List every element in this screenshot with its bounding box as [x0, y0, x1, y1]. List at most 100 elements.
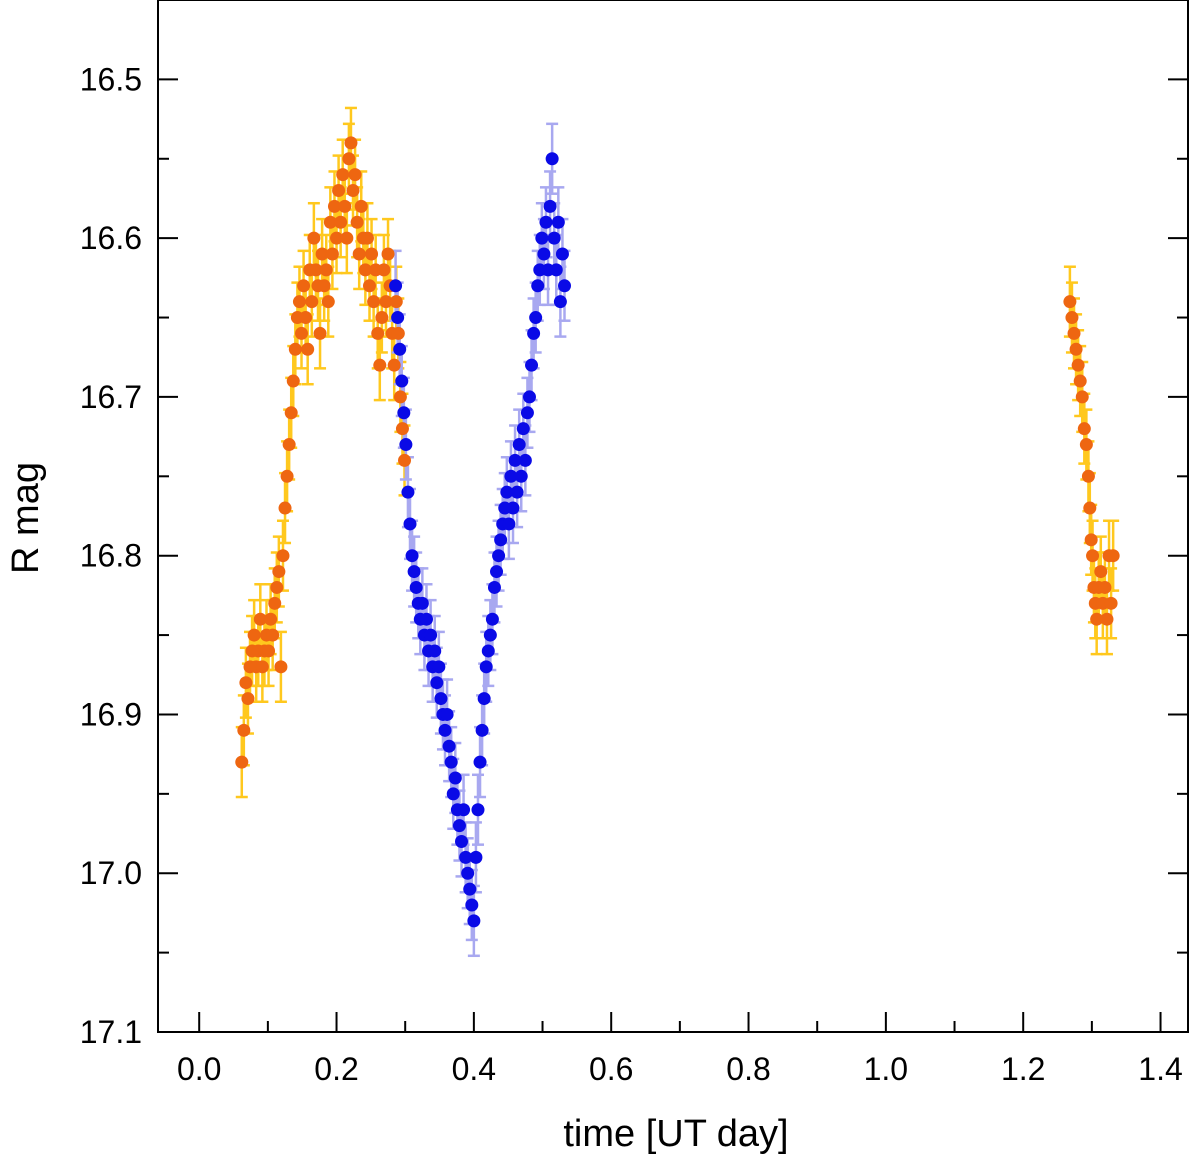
data-point [1077, 422, 1091, 436]
data-point [442, 739, 456, 753]
data-point [518, 453, 532, 467]
data-point [1104, 596, 1118, 610]
data-point [276, 549, 290, 563]
data-point [444, 755, 458, 769]
data-point [340, 231, 354, 245]
data-point [424, 628, 438, 642]
data-point [448, 771, 462, 785]
x-axis-label: time [UT day] [563, 1113, 788, 1155]
data-point [342, 152, 356, 166]
data-point [481, 644, 495, 658]
data-point [270, 580, 284, 594]
data-point [330, 231, 344, 245]
data-point [381, 247, 395, 261]
data-point [522, 390, 536, 404]
data-point [274, 660, 288, 674]
data-point [553, 295, 567, 309]
data-point [555, 247, 569, 261]
data-point [504, 469, 518, 483]
data-point [305, 295, 319, 309]
y-tick-label: 16.8 [80, 538, 142, 574]
data-point [336, 168, 350, 182]
data-point [558, 279, 572, 293]
data-point [483, 628, 497, 642]
data-point [535, 231, 549, 245]
data-point [487, 580, 501, 594]
data-point [282, 438, 296, 452]
data-point [360, 231, 374, 245]
data-point [377, 263, 391, 277]
data-point [514, 469, 528, 483]
data-point [327, 199, 341, 213]
data-point [338, 199, 352, 213]
x-tick-label: 0.6 [589, 1051, 633, 1087]
data-point [1098, 580, 1112, 594]
data-point [529, 311, 543, 325]
data-point [288, 342, 302, 356]
data-point [551, 215, 565, 229]
data-point [391, 326, 405, 340]
data-point [409, 580, 423, 594]
data-point [239, 676, 253, 690]
x-tick-label: 0.4 [452, 1051, 496, 1087]
data-point [397, 406, 411, 420]
y-tick-label: 17.1 [80, 1014, 142, 1050]
data-point [1081, 469, 1095, 483]
data-point [365, 247, 379, 261]
data-point [334, 215, 348, 229]
data-point [352, 247, 366, 261]
data-point [545, 152, 559, 166]
data-point [419, 612, 433, 626]
data-point [393, 342, 407, 356]
data-point [459, 850, 473, 864]
data-point [264, 612, 278, 626]
data-point [463, 882, 477, 896]
data-point [253, 612, 267, 626]
data-point [292, 295, 306, 309]
data-point [395, 422, 409, 436]
data-point [315, 247, 329, 261]
data-point [465, 898, 479, 912]
data-point [313, 326, 327, 340]
data-point [371, 326, 385, 340]
data-point [537, 247, 551, 261]
data-points [235, 136, 1120, 928]
data-point [438, 723, 452, 737]
data-point [332, 184, 346, 198]
data-point [531, 279, 545, 293]
data-point [471, 803, 485, 817]
data-point [510, 485, 524, 499]
data-point [1079, 438, 1093, 452]
data-point [309, 263, 323, 277]
data-point [379, 295, 393, 309]
y-tick-label: 16.9 [80, 696, 142, 732]
data-point [278, 501, 292, 515]
data-point [506, 501, 520, 515]
data-point [307, 231, 321, 245]
data-point [235, 755, 249, 769]
data-point [348, 168, 362, 182]
data-point [525, 358, 539, 372]
data-point [389, 295, 403, 309]
data-point [1063, 295, 1077, 309]
data-point [428, 644, 442, 658]
data-point [241, 692, 255, 706]
data-point [1086, 549, 1100, 563]
data-point [373, 358, 387, 372]
data-point [1094, 565, 1108, 579]
data-point [346, 184, 360, 198]
data-point [1106, 549, 1120, 563]
data-point [469, 850, 483, 864]
data-point [325, 247, 339, 261]
axis-ticks: 0.0 0.2 0.4 0.6 0.8 1.0 1.2 1.4 16.5 16.6 16.7 16.8… [80, 61, 1188, 1087]
data-point [401, 485, 415, 499]
data-point [543, 199, 557, 213]
data-point [280, 469, 294, 483]
data-point [452, 819, 466, 833]
data-point [430, 676, 444, 690]
y-tick-label: 16.7 [80, 379, 142, 415]
data-point [440, 707, 454, 721]
data-point [502, 517, 516, 531]
